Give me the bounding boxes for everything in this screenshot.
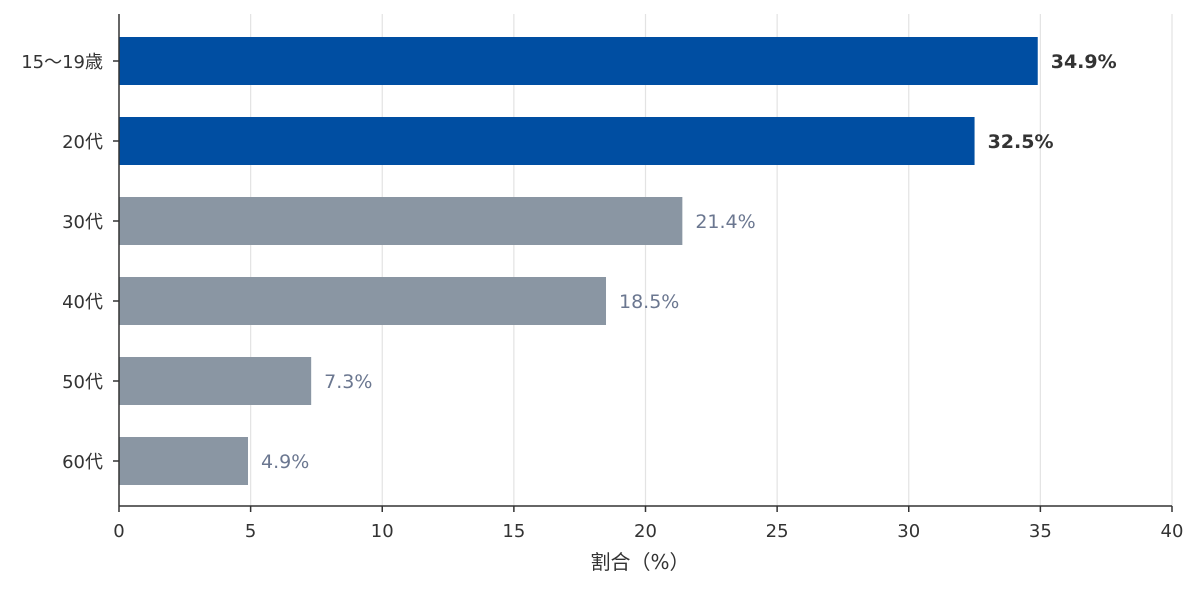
bars <box>119 37 1038 485</box>
x-tick-label: 35 <box>1029 521 1052 542</box>
category-label: 40代 <box>62 292 103 313</box>
x-tick-label: 10 <box>371 521 394 542</box>
x-tick-label: 20 <box>634 521 657 542</box>
category-label: 30代 <box>62 212 103 233</box>
category-label: 15〜19歳 <box>21 52 103 73</box>
x-axis-title: 割合（%） <box>590 550 689 574</box>
data-label: 34.9% <box>1051 51 1117 73</box>
bar-1 <box>119 37 1038 85</box>
data-label: 32.5% <box>988 131 1054 153</box>
data-label: 21.4% <box>695 211 755 233</box>
data-label: 4.9% <box>261 451 309 473</box>
x-tick-label: 5 <box>245 521 256 542</box>
labels: 34.9% 15〜19歳 32.5% 20代 21.4% 30代 18.5% 40代 7.3% 5… <box>21 51 1183 542</box>
x-tick-label: 0 <box>113 521 124 542</box>
category-label: 20代 <box>62 132 103 153</box>
bar-2 <box>119 117 975 165</box>
category-label: 60代 <box>62 452 103 473</box>
data-label: 7.3% <box>324 371 372 393</box>
bar-4 <box>119 277 607 325</box>
gridlines <box>250 14 1173 506</box>
x-tick-label: 25 <box>766 521 789 542</box>
x-tick-label: 15 <box>502 521 525 542</box>
axes <box>113 14 1173 512</box>
bar-5 <box>119 357 312 405</box>
category-label: 50代 <box>62 372 103 393</box>
bar-3 <box>119 197 683 245</box>
x-tick-label: 30 <box>897 521 920 542</box>
x-tick-label: 40 <box>1161 521 1184 542</box>
bar-6 <box>119 437 248 485</box>
data-label: 18.5% <box>619 291 679 313</box>
